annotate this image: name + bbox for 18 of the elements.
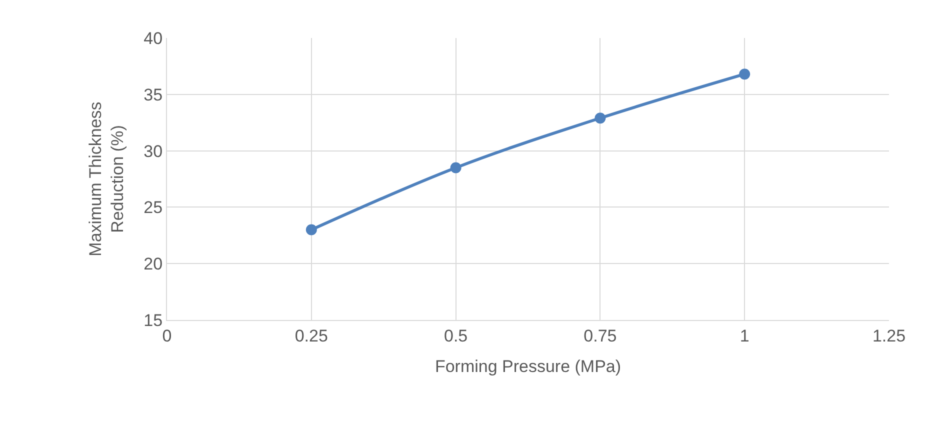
x-tick-label: 0.25	[294, 326, 328, 346]
x-tick-label: 1.25	[872, 326, 906, 346]
point	[594, 112, 606, 124]
x-tick-label: 0	[162, 326, 172, 346]
x-tick-label: 0.75	[584, 326, 617, 346]
point	[450, 162, 462, 174]
x-axis-title: Forming Pressure (MPa)	[434, 356, 622, 376]
y-tick-label: 30	[144, 142, 163, 161]
y-axis-title: Maximum Thickness Reduction (%)	[86, 102, 128, 256]
point	[306, 224, 317, 236]
y-tick-label: 20	[144, 254, 163, 274]
y-tick-label: 15	[144, 310, 163, 330]
point	[739, 68, 750, 80]
y-tick-label: 40	[144, 28, 163, 48]
x-tick-label: 0.5	[444, 326, 468, 346]
y-tick-label: 35	[144, 85, 163, 104]
y-tick-label: 25	[144, 198, 163, 218]
x-tick-label: 1	[740, 326, 750, 346]
